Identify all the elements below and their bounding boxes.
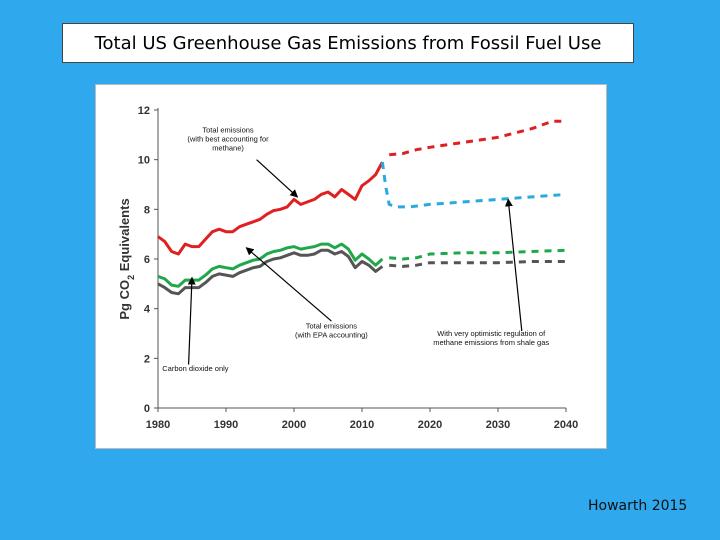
annotation-arrow xyxy=(256,159,299,198)
series-line-total-best xyxy=(157,161,384,256)
annotation-text: Carbon dioxide only xyxy=(162,364,229,373)
series-line-co2-only-projection xyxy=(389,260,566,268)
x-tick-label: 2010 xyxy=(350,419,374,431)
y-tick-label: 12 xyxy=(138,105,150,117)
series-line-total-epa-projection xyxy=(389,248,567,261)
y-tick-label: 8 xyxy=(144,204,150,216)
annotation-text: Total emissions xyxy=(202,125,254,134)
y-tick-label: 2 xyxy=(144,353,150,365)
x-tick-label: 2030 xyxy=(486,419,510,431)
x-tick-label: 2000 xyxy=(282,419,306,431)
x-tick-label: 1990 xyxy=(214,419,238,431)
annotation-text: methane) xyxy=(212,143,244,152)
chart-panel: 0 2 4 6 8 10 12 1980 1990 2000 2010 2020 2030 2040 Pg … xyxy=(95,84,607,449)
x-tick-label: 2040 xyxy=(554,419,578,431)
y-tick-label: 0 xyxy=(144,403,150,415)
y-axis-title: Pg CO2 Equivalents xyxy=(117,198,136,319)
y-tick-label: 4 xyxy=(144,304,151,316)
annotation-text: (with best accounting for xyxy=(187,134,269,143)
author-credit: Howarth 2015 xyxy=(588,498,688,514)
annotation-text: (with EPA accounting) xyxy=(295,331,368,340)
emissions-chart: 0 2 4 6 8 10 12 1980 1990 2000 2010 2020 2030 2040 Pg … xyxy=(117,105,578,431)
annotation-arrow xyxy=(245,247,332,322)
series-line-co2-only xyxy=(157,248,384,296)
series-line-optimistic-projection xyxy=(380,161,567,209)
annotation-text: Total emissions xyxy=(306,322,358,331)
slide-title: Total US Greenhouse Gas Emissions from F… xyxy=(62,23,634,63)
annotation-arrow xyxy=(504,198,523,332)
series-line-total-best-projection xyxy=(389,119,566,157)
annotation-arrow xyxy=(187,276,196,365)
x-tick-label: 1980 xyxy=(146,419,170,431)
x-tick-label: 2020 xyxy=(418,419,442,431)
annotation-text: With very optimistic regulation of xyxy=(437,329,546,338)
y-tick-label: 6 xyxy=(144,254,150,266)
annotation-text: methane emissions from shale gas xyxy=(433,338,549,347)
y-tick-label: 10 xyxy=(138,155,150,167)
